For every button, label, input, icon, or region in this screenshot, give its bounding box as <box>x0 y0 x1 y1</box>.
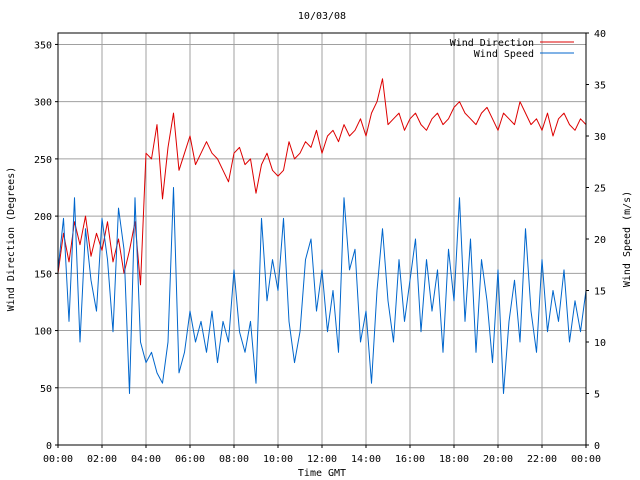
y-right-tick-label: 10 <box>594 338 606 349</box>
chart-title: 10/03/08 <box>298 11 346 22</box>
y-right-tick-label: 0 <box>594 441 600 452</box>
x-tick-label: 02:00 <box>87 454 117 465</box>
x-tick-label: 04:00 <box>131 454 161 465</box>
x-tick-label: 18:00 <box>439 454 469 465</box>
y-right-tick-label: 40 <box>594 29 606 40</box>
y-left-tick-label: 50 <box>40 384 52 395</box>
y-left-tick-label: 300 <box>34 98 52 109</box>
y-left-tick-label: 350 <box>34 40 52 51</box>
series-line-wind-speed <box>57 187 587 394</box>
y-left-tick-label: 200 <box>34 212 52 223</box>
ticks: 00:00 02:00 04:00 06:00 08:00 10:00 12:00 14:00… <box>34 29 606 465</box>
legend-label-wind-direction: Wind Direction <box>450 38 534 49</box>
y-axis-label-left: Wind Direction (Degrees) <box>6 167 17 312</box>
y-right-tick-label: 25 <box>594 184 606 195</box>
x-tick-label: 08:00 <box>219 454 249 465</box>
y-right-tick-label: 30 <box>594 132 606 143</box>
y-left-tick-label: 250 <box>34 155 52 166</box>
x-tick-label: 16:00 <box>395 454 425 465</box>
y-right-tick-label: 5 <box>594 390 600 401</box>
legend: Wind Direction Wind Speed <box>450 38 574 60</box>
x-tick-label: 12:00 <box>307 454 337 465</box>
y-left-tick-label: 0 <box>46 441 52 452</box>
y-left-tick-label: 150 <box>34 269 52 280</box>
series-layer <box>57 78 587 394</box>
y-right-tick-label: 20 <box>594 235 606 246</box>
legend-label-wind-speed: Wind Speed <box>474 49 534 60</box>
y-axis-label-right: Wind Speed (m/s) <box>622 191 633 287</box>
y-right-tick-label: 35 <box>594 81 606 92</box>
x-tick-label: 00:00 <box>43 454 73 465</box>
x-tick-label: 00:00 <box>571 454 601 465</box>
x-tick-label: 20:00 <box>483 454 513 465</box>
x-tick-label: 22:00 <box>527 454 557 465</box>
y-left-tick-label: 100 <box>34 327 52 338</box>
x-tick-label: 10:00 <box>263 454 293 465</box>
x-tick-label: 14:00 <box>351 454 381 465</box>
x-tick-label: 06:00 <box>175 454 205 465</box>
series-line-wind-direction <box>57 78 587 286</box>
x-axis-label: Time GMT <box>298 468 346 479</box>
y-right-tick-label: 15 <box>594 287 606 298</box>
